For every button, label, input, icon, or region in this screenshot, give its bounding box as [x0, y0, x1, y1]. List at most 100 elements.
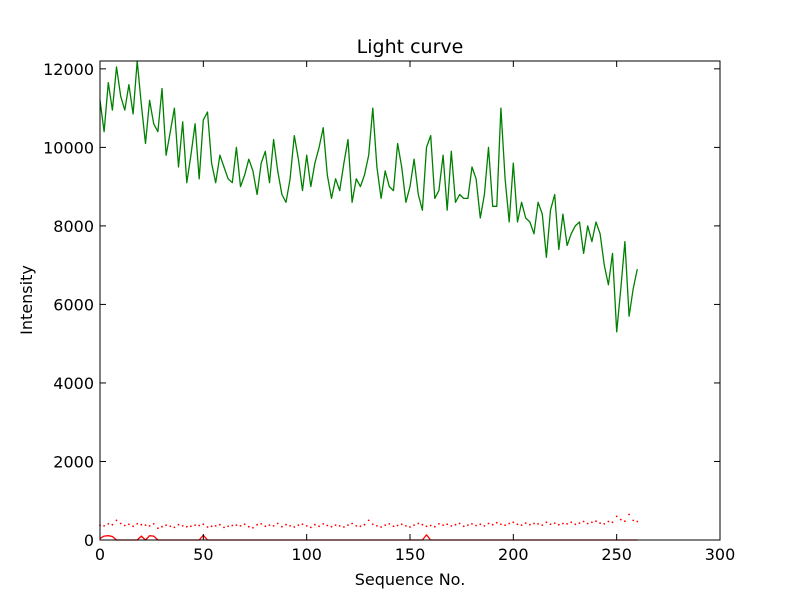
series-1-point [388, 523, 391, 525]
series-1-point [467, 524, 469, 526]
x-tick-label: 100 [291, 545, 322, 564]
series-1-point [297, 524, 300, 526]
series-1-point [628, 513, 630, 516]
series-1-point [595, 520, 597, 523]
series-1-point [446, 523, 449, 526]
series-1-point [140, 523, 143, 526]
series-1-point [483, 525, 486, 527]
series-1-point [545, 521, 548, 524]
series-1-point [417, 522, 420, 525]
series-1-point [524, 522, 527, 524]
series-1-point [520, 524, 523, 526]
y-tick-label: 10000 [43, 138, 94, 157]
y-tick-label: 2000 [53, 452, 94, 471]
series-1-point [318, 525, 320, 528]
series-1-point [371, 523, 374, 526]
series-1-point [392, 525, 395, 528]
series-1-point [619, 518, 622, 521]
series-1-point [194, 524, 197, 526]
series-1-point [111, 523, 114, 526]
series-1-point [231, 524, 234, 527]
series-1-point [239, 525, 242, 527]
series-1-point [202, 523, 205, 526]
series-1-point [516, 523, 519, 526]
series-1-point [355, 525, 358, 527]
series-1-point [376, 525, 378, 527]
series-1-point [479, 523, 482, 526]
series-1-point [367, 519, 370, 522]
series-1-point [529, 523, 531, 526]
series-1-point [405, 525, 407, 527]
series-1-point [380, 526, 382, 528]
series-1-point [260, 523, 263, 525]
series-1-point [219, 523, 221, 526]
y-tick-label: 0 [84, 531, 94, 550]
x-tick-label: 0 [95, 545, 105, 564]
series-1-point [198, 524, 201, 527]
series-1-point [347, 524, 349, 526]
plot-frame [99, 60, 721, 541]
series-1-point [458, 522, 461, 525]
series-1-point [624, 520, 626, 523]
series-1-point [338, 525, 341, 527]
series-1-point [421, 523, 424, 526]
series-1-point [173, 526, 176, 529]
series-1-point [495, 521, 498, 524]
series-1-point [537, 523, 539, 525]
series-1-point [210, 525, 213, 528]
series-1-point [152, 523, 155, 525]
series-1-point [214, 525, 217, 527]
series-1-point [504, 524, 506, 526]
series-1-point [442, 524, 444, 526]
series-2-line [99, 534, 638, 541]
series-1-point [549, 523, 552, 526]
series-1-point [351, 522, 353, 525]
series-1-point [586, 522, 589, 525]
y-tick-label: 8000 [53, 217, 94, 236]
series-1-point [272, 525, 275, 527]
series-1-point [177, 523, 180, 526]
series-1-point [566, 523, 568, 525]
series-1-point [343, 526, 345, 528]
x-tick-label: 250 [601, 545, 632, 564]
series-1-point [557, 523, 560, 526]
series-1-point [136, 523, 139, 525]
series-0-line [99, 60, 638, 333]
series-1-point [454, 523, 457, 526]
series-1-point [227, 525, 230, 528]
series-1-point [607, 520, 610, 523]
series-1-point [438, 523, 440, 525]
series-1-point [487, 522, 490, 525]
series-1-point [409, 526, 411, 528]
series-1-point [119, 522, 122, 525]
series-1-point [223, 526, 225, 529]
series-1-point [396, 524, 399, 527]
series-1-point [574, 523, 577, 526]
series-1-point [252, 526, 254, 529]
series-1-point [206, 526, 209, 528]
series-1-point [500, 523, 502, 526]
series-1-point [433, 525, 436, 528]
series-1-point [603, 523, 606, 525]
series-1-point [562, 522, 564, 525]
series-1-point [264, 525, 267, 528]
series-1-point [533, 522, 535, 525]
series-1-point [107, 523, 110, 525]
series-1-point [148, 525, 151, 527]
x-tick-label: 50 [193, 545, 213, 564]
series-1-point [359, 525, 362, 528]
series-1-point [508, 522, 511, 525]
series-1-point [541, 524, 544, 526]
series-1-point [326, 524, 329, 527]
series-1-point [582, 520, 585, 523]
series-1-point [165, 524, 168, 526]
series-1-point [247, 525, 250, 528]
series-1-point [578, 522, 581, 524]
series-1-point [235, 524, 238, 526]
series-1-point [281, 525, 283, 528]
series-1-point [512, 521, 515, 524]
series-1-point [334, 524, 337, 526]
series-1-point [132, 525, 135, 528]
series-1-point [123, 524, 126, 527]
series-1-point [462, 525, 465, 528]
